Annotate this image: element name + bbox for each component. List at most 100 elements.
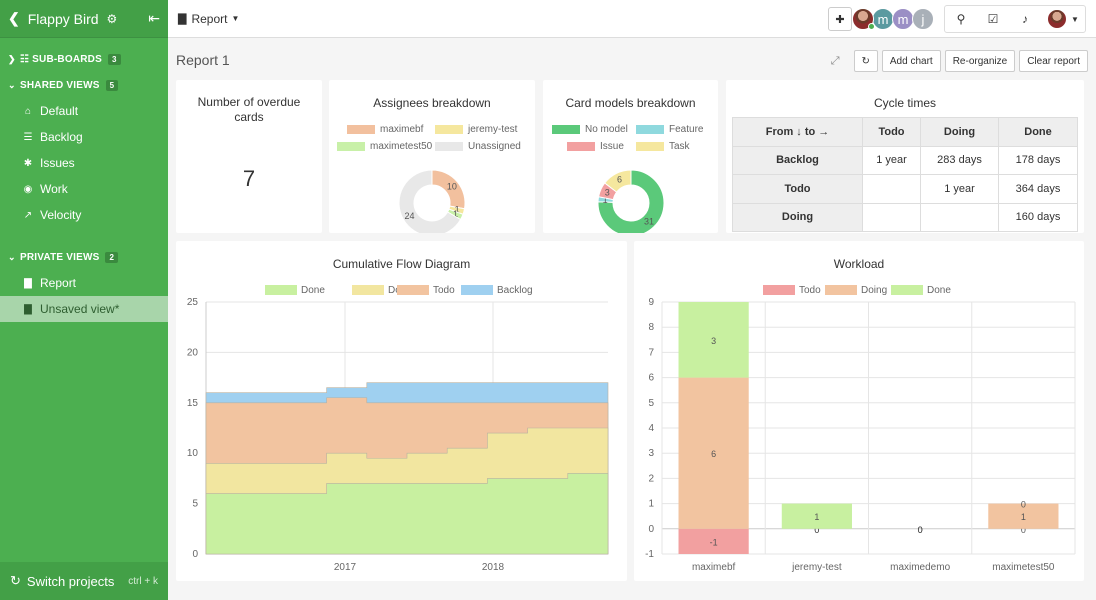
table-cell: 1 year <box>920 174 999 204</box>
legend-swatch <box>352 285 384 295</box>
online-dot-icon <box>868 23 875 30</box>
sidebar-item-velocity[interactable]: ↗ Velocity <box>0 202 168 228</box>
bar-value-label: 0 <box>918 525 923 535</box>
add-chart-button[interactable]: Add chart <box>881 50 941 72</box>
sidebar-section-private-views[interactable]: ⌄ PRIVATE VIEWS 2 <box>0 244 168 270</box>
view-selector[interactable]: ▇ Report ▼ <box>178 12 239 26</box>
legend-swatch <box>347 125 375 134</box>
avatar[interactable]: j <box>912 8 934 30</box>
sidebar-item-unsaved-view[interactable]: ▇ Unsaved view* <box>0 296 168 322</box>
legend-swatch <box>435 142 463 151</box>
back-arrow-icon[interactable]: ❮ <box>8 10 20 26</box>
row-header: Backlog <box>732 145 863 175</box>
x-tick-label: maximetest50 <box>992 562 1055 573</box>
sidebar-section-sub-boards[interactable]: ❯ ☷ SUB-BOARDS 3 <box>0 46 168 72</box>
y-tick-label: 25 <box>187 297 199 308</box>
legend-label: Feature <box>669 124 704 135</box>
caret-down-icon: ▼ <box>1071 14 1079 24</box>
card-title: Cycle times <box>873 96 936 110</box>
sidebar-item-backlog[interactable]: ☰ Backlog <box>0 124 168 150</box>
toolbar: ⚲ ☑ ♪ ▼ <box>944 5 1086 33</box>
table-cell <box>920 202 999 232</box>
report-title: Report 1 <box>176 52 230 68</box>
sidebar-item-issues[interactable]: ✱ Issues <box>0 150 168 176</box>
donut-slice-unassigned[interactable] <box>398 169 462 233</box>
legend-swatch <box>461 285 493 295</box>
expand-icon[interactable]: ⤢ <box>830 54 840 67</box>
bell-icon[interactable]: ♪ <box>1022 12 1028 26</box>
table-cell <box>862 202 921 232</box>
legend-item[interactable]: maximebf <box>347 124 423 135</box>
donut-slice-no-model[interactable] <box>597 169 665 233</box>
workload-chart: Todo Doing Done -1 0 1 2 3 4 5 6 7 8 9 maximebf -1 6 3 jer… <box>645 285 1076 573</box>
project-title[interactable]: Flappy Bird <box>27 10 99 27</box>
bar-todo[interactable] <box>678 528 749 554</box>
cumulative-flow-card: Cumulative Flow Diagram DoneDoingTodoBac… <box>176 241 627 581</box>
y-tick-label: 3 <box>648 448 654 459</box>
shortcut-hint: ctrl + k <box>128 575 158 587</box>
slice-label: 1 <box>455 205 460 215</box>
bar-value-label: 1 <box>1021 512 1026 522</box>
area-done[interactable] <box>205 473 609 555</box>
bar-value-label: -1 <box>710 537 718 547</box>
assignees-donut: 10 11 24 <box>398 169 466 233</box>
collapse-sidebar-icon[interactable]: ⇤ <box>148 10 160 26</box>
legend-label: Backlog <box>497 285 533 296</box>
avatar[interactable]: m <box>872 8 894 30</box>
sidebar-item-work[interactable]: ◉ Work <box>0 176 168 202</box>
search-icon[interactable]: ⚲ <box>956 12 966 26</box>
y-tick-label: 1 <box>648 499 654 510</box>
legend-item[interactable]: Task <box>636 141 690 152</box>
bar-done[interactable] <box>781 503 852 529</box>
sidebar-item-default[interactable]: ⌂ Default <box>0 98 168 124</box>
y-tick-label: 15 <box>187 398 199 409</box>
refresh-button[interactable]: ↻ <box>853 50 878 72</box>
avatar[interactable]: m <box>892 8 914 30</box>
bar-value-label: 1 <box>814 512 819 522</box>
legend-item[interactable]: No model <box>552 124 628 135</box>
checkbox-icon[interactable]: ☑ <box>987 12 999 26</box>
bar-value-label: 0 <box>1021 500 1026 510</box>
topbar: ▇ Report ▼ ✚ m m j ⚲ ☑ ♪ ▼ <box>168 0 1096 38</box>
y-tick-label: 8 <box>648 322 654 333</box>
user-menu[interactable]: ▼ <box>1041 9 1085 29</box>
sidebar-item-report[interactable]: ▇ Report <box>0 270 168 296</box>
clear-report-button[interactable]: Clear report <box>1019 50 1088 72</box>
table-cell: 283 days <box>920 145 999 175</box>
switch-projects-button[interactable]: ↻ Switch projects ctrl + k <box>0 562 168 600</box>
bar-value-label: 0 <box>918 525 923 535</box>
y-tick-label: 6 <box>648 373 654 384</box>
card-title: Card models breakdown <box>565 96 696 110</box>
legend-swatch <box>891 285 923 295</box>
slice-label: 6 <box>617 175 622 185</box>
card-title: Assignees breakdown <box>373 96 491 110</box>
legend-item[interactable]: Unassigned <box>435 141 521 152</box>
donut-slice-task[interactable] <box>604 169 632 193</box>
sidebar-item-label: Issues <box>40 156 75 170</box>
gear-icon[interactable]: ⚙ <box>106 11 118 26</box>
y-tick-label: 20 <box>187 347 199 358</box>
legend-item[interactable]: maximetest50 <box>337 141 432 152</box>
add-user-icon[interactable]: ✚ <box>828 7 852 31</box>
legend-label: Done <box>927 285 951 296</box>
legend-label: Issue <box>600 141 624 152</box>
legend-item[interactable]: jeremy-test <box>435 124 517 135</box>
y-tick-label: 5 <box>648 398 654 409</box>
legend-label: Unassigned <box>468 141 521 152</box>
y-tick-label: 0 <box>648 524 654 535</box>
legend-item[interactable]: Issue <box>567 141 624 152</box>
legend-item[interactable]: Feature <box>636 124 703 135</box>
table-row: Backlog 1 year 283 days 178 days <box>732 145 1078 175</box>
legend-label: maximetest50 <box>370 141 433 152</box>
table-row: Doing 160 days <box>732 202 1078 232</box>
reorganize-button[interactable]: Re-organize <box>944 50 1016 72</box>
slice-label: 10 <box>447 181 457 191</box>
legend-swatch <box>636 142 664 151</box>
bar-doing[interactable] <box>988 503 1059 529</box>
sidebar-section-shared-views[interactable]: ⌄ SHARED VIEWS 5 <box>0 72 168 98</box>
bar-done[interactable] <box>678 302 749 378</box>
y-tick-label: 2 <box>648 473 654 484</box>
bar-doing[interactable] <box>678 377 749 529</box>
avatar[interactable] <box>852 8 875 30</box>
bug-icon: ✱ <box>23 157 33 169</box>
